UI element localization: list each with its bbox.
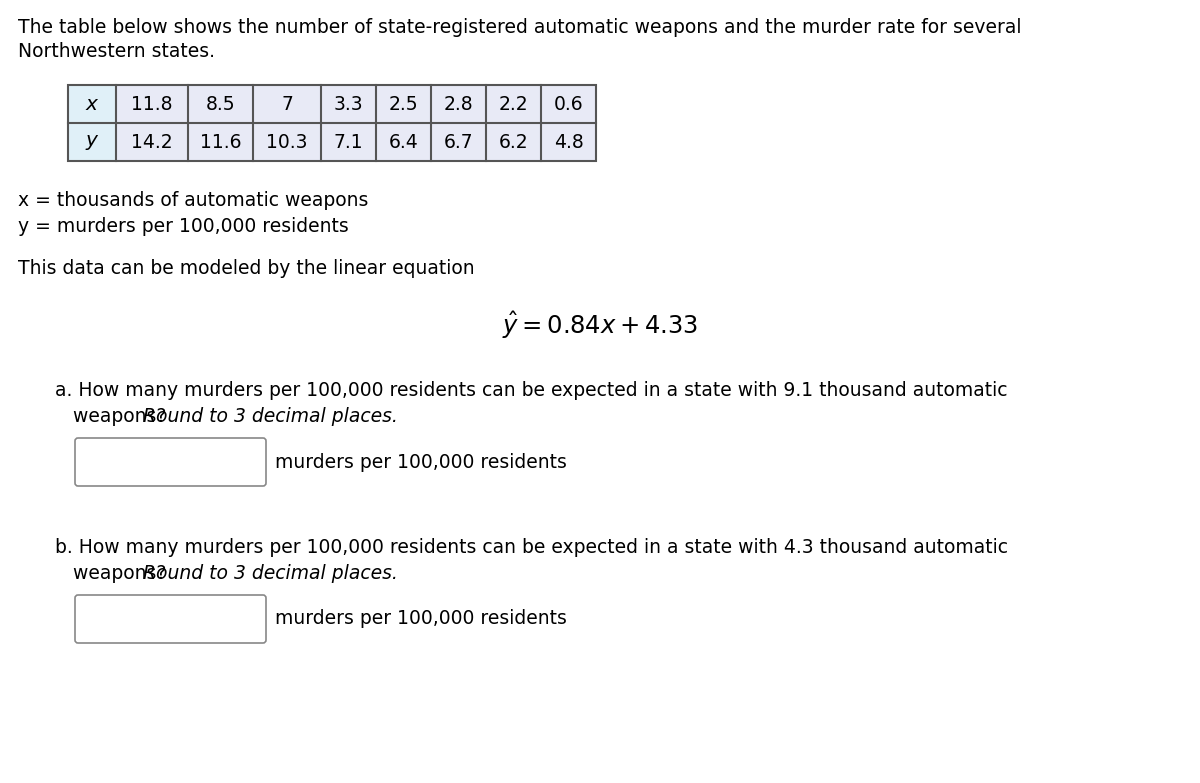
Text: 6.2: 6.2 — [499, 132, 528, 151]
Text: This data can be modeled by the linear equation: This data can be modeled by the linear e… — [18, 259, 475, 278]
Text: 11.6: 11.6 — [199, 132, 241, 151]
Bar — [322, 123, 376, 161]
Bar — [116, 123, 188, 161]
Bar — [431, 123, 486, 161]
Bar — [68, 85, 116, 123]
Bar — [376, 85, 431, 123]
Bar — [376, 123, 431, 161]
Bar — [541, 123, 596, 161]
FancyBboxPatch shape — [74, 438, 266, 486]
Text: 4.8: 4.8 — [553, 132, 583, 151]
Bar — [541, 85, 596, 123]
Text: The table below shows the number of state-registered automatic weapons and the m: The table below shows the number of stat… — [18, 18, 1021, 37]
Bar — [68, 85, 596, 161]
Bar — [188, 123, 253, 161]
Text: 11.8: 11.8 — [131, 95, 173, 114]
Bar — [322, 85, 376, 123]
Bar — [253, 85, 322, 123]
Text: weapons?: weapons? — [55, 564, 173, 583]
Text: 2.5: 2.5 — [389, 95, 419, 114]
Text: weapons?: weapons? — [55, 407, 173, 426]
Bar — [431, 85, 486, 123]
Text: $\hat{y} = 0.84x + 4.33$: $\hat{y} = 0.84x + 4.33$ — [502, 309, 698, 341]
Text: 6.4: 6.4 — [389, 132, 419, 151]
Text: murders per 100,000 residents: murders per 100,000 residents — [275, 609, 566, 629]
Text: Round to 3 decimal places.: Round to 3 decimal places. — [143, 564, 398, 583]
Bar — [116, 85, 188, 123]
Text: $x$: $x$ — [85, 95, 100, 114]
FancyBboxPatch shape — [74, 595, 266, 643]
Text: murders per 100,000 residents: murders per 100,000 residents — [275, 453, 566, 471]
Text: 14.2: 14.2 — [131, 132, 173, 151]
Bar — [188, 85, 253, 123]
Text: a. How many murders per 100,000 residents can be expected in a state with 9.1 th: a. How many murders per 100,000 resident… — [55, 381, 1008, 400]
Bar — [486, 123, 541, 161]
Text: Northwestern states.: Northwestern states. — [18, 42, 215, 61]
Text: 8.5: 8.5 — [205, 95, 235, 114]
Text: 7: 7 — [281, 95, 293, 114]
Text: 3.3: 3.3 — [334, 95, 364, 114]
Bar — [253, 123, 322, 161]
Text: x = thousands of automatic weapons: x = thousands of automatic weapons — [18, 191, 368, 210]
Text: y = murders per 100,000 residents: y = murders per 100,000 residents — [18, 217, 349, 236]
Text: 0.6: 0.6 — [553, 95, 583, 114]
Text: $y$: $y$ — [85, 132, 100, 151]
Text: 6.7: 6.7 — [444, 132, 473, 151]
Bar — [486, 85, 541, 123]
Text: 7.1: 7.1 — [334, 132, 364, 151]
Text: 2.8: 2.8 — [444, 95, 473, 114]
Text: b. How many murders per 100,000 residents can be expected in a state with 4.3 th: b. How many murders per 100,000 resident… — [55, 538, 1008, 557]
Text: 2.2: 2.2 — [499, 95, 528, 114]
Bar — [68, 123, 116, 161]
Text: 10.3: 10.3 — [266, 132, 307, 151]
Text: Round to 3 decimal places.: Round to 3 decimal places. — [143, 407, 398, 426]
